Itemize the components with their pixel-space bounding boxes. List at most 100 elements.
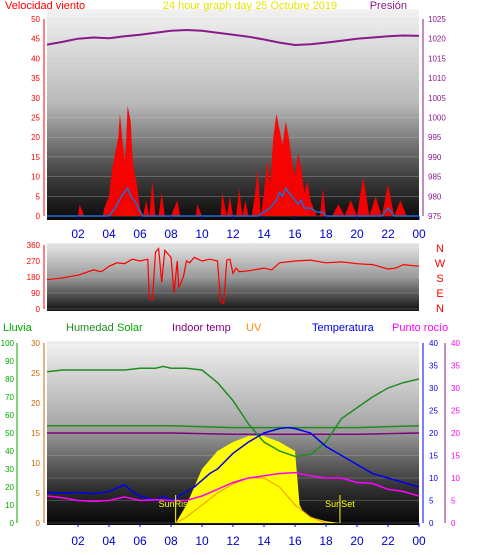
temperature-x-tick: 04	[102, 534, 116, 548]
pressure-y-tick: 1020	[428, 35, 446, 44]
wind-header-label: Velocidad viento	[5, 0, 85, 12]
pressure-y-tick: 1000	[428, 114, 446, 123]
direction-y-tick: 90	[31, 289, 40, 298]
compass-label: E	[436, 288, 443, 300]
wind-x-tick: 06	[133, 227, 147, 241]
uv-y-tick: 5	[36, 489, 41, 498]
pressure-y-tick: 975	[428, 212, 442, 221]
temperature-y-axes: 0102030405060708090100051015202530051015…	[1, 339, 461, 528]
wind-x-tick: 14	[257, 227, 271, 241]
humidity-y-tick: 30	[5, 465, 14, 474]
graph-title: 24 hour graph day 25 Octubre 2019	[163, 0, 337, 12]
temperature-line	[46, 426, 420, 502]
humidity-y-tick: 80	[5, 375, 14, 384]
dewpoint-y-tick: 0	[451, 519, 456, 528]
sunset-label: SunSet	[325, 499, 355, 509]
sun-annotations: SunRise SunSet	[159, 495, 355, 523]
wind-y-axis-ticks: 0 5 10 15 20 25 30 35 40 45 50	[31, 15, 45, 221]
humidity-y-tick: 50	[5, 429, 14, 438]
wind-y-tick: 0	[36, 212, 41, 221]
direction-y-tick: 180	[27, 273, 41, 282]
wind-avg-line	[47, 186, 419, 217]
temperature-x-tick: 22	[381, 534, 395, 548]
dewpoint-y-tick: 25	[451, 407, 460, 416]
temperature-lines	[46, 365, 420, 503]
indoor-temp-line	[47, 432, 420, 435]
wind-y-tick: 45	[31, 35, 40, 44]
uv-y-tick: 0	[36, 519, 41, 528]
sunrise-label: SunRise	[159, 499, 193, 509]
humidity-y-tick: 60	[5, 411, 14, 420]
dewpoint-y-tick: 35	[451, 362, 460, 371]
humidity-y-tick: 0	[10, 519, 15, 528]
wind-x-tick: 12	[226, 227, 240, 241]
wind-x-tick: 16	[288, 227, 302, 241]
dewpoint-y-tick: 40	[451, 339, 460, 348]
temperature-panel: Lluvia Humedad Solar Indoor temp UV Temperatu…	[1, 322, 461, 548]
wind-gust-series	[47, 105, 419, 216]
wind-x-axis-ticks: 02 04 06 08 10 12 14 16 18 20 22 00	[71, 216, 426, 241]
temperature-y-tick: 40	[429, 339, 438, 348]
dewpoint-y-tick: 15	[451, 452, 460, 461]
wind-y-tick: 30	[31, 94, 40, 103]
pressure-y-tick: 1015	[428, 54, 446, 63]
wind-y-tick: 5	[36, 192, 41, 201]
humidity-line	[46, 365, 420, 458]
pressure-y-axis-ticks: 975 980 985 990 995 1000 1005 1010 1015 1020 1025	[422, 15, 446, 221]
direction-y-axis-ticks: 0 90 180 270 360	[27, 241, 45, 314]
temperature-x-tick: 02	[71, 534, 85, 548]
pressure-y-tick: 980	[428, 192, 442, 201]
temperature-x-tick: 06	[133, 534, 147, 548]
wind-y-tick: 20	[31, 133, 40, 142]
pressure-header-label: Presión	[370, 0, 407, 12]
solar-area	[175, 436, 340, 523]
temperature-y-tick: 35	[429, 362, 438, 371]
temperature-x-axis-ticks: 02 04 06 08 10 12 14 16 18 20 22 00	[71, 523, 426, 548]
temperature-header-label: Humedad	[66, 322, 114, 334]
temperature-y-tick: 30	[429, 384, 438, 393]
temperature-header-label: Indoor temp	[172, 322, 231, 334]
dewpoint-y-tick: 5	[451, 497, 456, 506]
wind-x-tick: 10	[195, 227, 209, 241]
temperature-y-tick: 10	[429, 474, 438, 483]
temperature-x-tick: 08	[164, 534, 178, 548]
dewpoint-y-tick: 20	[451, 429, 460, 438]
wind-plot-area	[47, 9, 419, 220]
temperature-header-label: Punto rocío	[392, 322, 448, 334]
direction-grid	[47, 244, 419, 310]
uv-y-tick: 25	[31, 369, 40, 378]
pressure-y-tick: 990	[428, 153, 442, 162]
pressure-y-tick: 1025	[428, 15, 446, 24]
pressure-y-tick: 1010	[428, 74, 446, 83]
temperature-x-tick: 14	[257, 534, 271, 548]
temperature-header-labels: Lluvia Humedad Solar Indoor temp UV Temperatu…	[3, 322, 448, 334]
temperature-x-tick: 10	[195, 534, 209, 548]
wind-y-tick: 35	[31, 74, 40, 83]
humidity-y-tick: 40	[5, 447, 14, 456]
uv-y-tick: 20	[31, 399, 40, 408]
wind-pressure-panel: Velocidad viento 24 hour graph day 25 Oc…	[5, 0, 446, 241]
temperature-x-tick: 12	[226, 534, 240, 548]
compass-label: W	[435, 258, 446, 270]
wind-gust-area	[47, 105, 419, 216]
wind-x-tick: 18	[319, 227, 333, 241]
wind-x-tick: 00	[412, 227, 426, 241]
wind-y-tick: 50	[31, 15, 40, 24]
temperature-y-tick: 5	[429, 497, 434, 506]
compass-label: S	[436, 273, 443, 285]
direction-line	[46, 247, 420, 305]
wind-y-tick: 40	[31, 54, 40, 63]
wind-y-tick: 15	[31, 153, 40, 162]
humidity-y-tick: 20	[5, 483, 14, 492]
uv-y-tick: 30	[31, 339, 40, 348]
humidity-y-tick: 70	[5, 393, 14, 402]
temperature-x-tick: 16	[288, 534, 302, 548]
dewpoint-y-tick: 10	[451, 474, 460, 483]
temperature-header-label: UV	[246, 322, 262, 334]
pressure-y-tick: 995	[428, 133, 442, 142]
temperature-header-label: Lluvia	[3, 322, 33, 334]
uv-y-tick: 10	[31, 459, 40, 468]
temperature-x-tick: 20	[350, 534, 364, 548]
